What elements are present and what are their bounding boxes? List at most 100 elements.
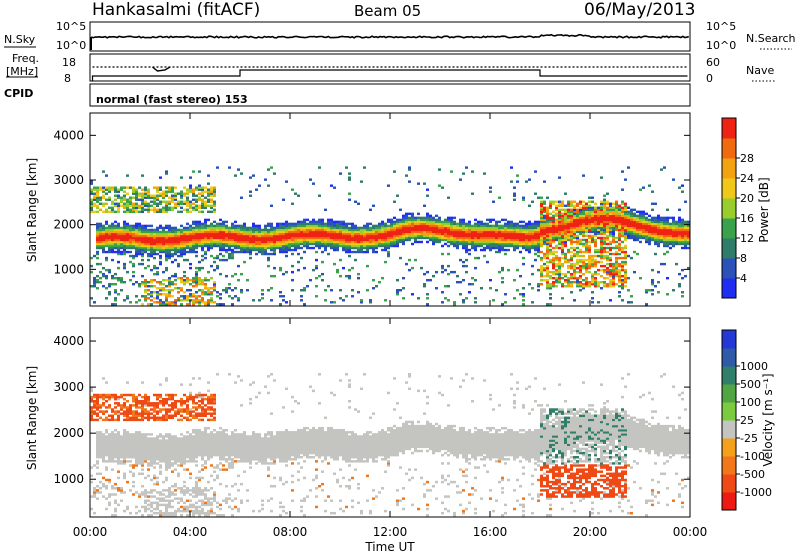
- power-cell: [123, 264, 126, 268]
- power-cell: [288, 226, 291, 230]
- power-cell: [594, 216, 597, 220]
- power-cell: [510, 222, 513, 226]
- velocity-cell: [123, 431, 126, 434]
- power-cell: [534, 238, 537, 242]
- power-cell: [618, 276, 621, 280]
- power-cell: [201, 224, 204, 228]
- velocity-cell: [111, 433, 114, 436]
- power-cell: [192, 192, 195, 195]
- power-cell: [189, 278, 192, 282]
- power-cell: [135, 252, 138, 256]
- power-cell: [411, 214, 414, 218]
- power-cell: [687, 224, 690, 228]
- power-cell: [222, 228, 225, 232]
- power-cell: [294, 242, 297, 246]
- power-cell: [492, 224, 495, 228]
- power-cell: [399, 230, 402, 234]
- power-cell: [474, 230, 477, 234]
- power-cell: [510, 226, 513, 230]
- power-cell: [651, 224, 654, 228]
- power-cell: [501, 230, 504, 234]
- power-cell: [99, 224, 102, 228]
- power-cell: [489, 238, 492, 242]
- power-cell: [330, 218, 333, 222]
- power-cell: [534, 222, 537, 226]
- beam-title: Beam 05: [354, 2, 422, 20]
- power-cell: [507, 230, 510, 234]
- power-cell: [297, 260, 300, 264]
- power-cell: [165, 210, 168, 214]
- power-cell: [183, 258, 186, 262]
- power-cell: [213, 242, 216, 246]
- power-cell: [438, 222, 441, 226]
- power-cell: [513, 242, 516, 246]
- power-cell: [639, 276, 642, 280]
- power-cell: [354, 250, 357, 254]
- power-cell: [144, 278, 147, 282]
- power-cell: [555, 206, 558, 210]
- power-cell: [660, 216, 663, 220]
- velocity-cell: [132, 404, 135, 407]
- power-cell: [162, 194, 165, 197]
- power-cell: [396, 236, 399, 240]
- power-cell: [102, 244, 105, 248]
- velocity-cell: [126, 408, 129, 411]
- power-cell: [195, 291, 198, 294]
- power-cell: [228, 238, 231, 242]
- power-cell: [618, 244, 621, 248]
- power-cell: [435, 214, 438, 218]
- velocity-cell: [132, 480, 135, 484]
- colorbar-segment: [722, 118, 736, 139]
- power-cell: [663, 242, 666, 246]
- power-cell: [591, 216, 594, 220]
- power-cell: [237, 224, 240, 228]
- power-cell: [588, 244, 591, 248]
- power-cell: [333, 240, 336, 244]
- power-cell: [606, 234, 609, 238]
- power-cell: [231, 297, 234, 300]
- velocity-cell: [102, 482, 105, 486]
- power-cell: [519, 226, 522, 230]
- velocity-cell: [114, 514, 117, 517]
- power-cell: [489, 244, 492, 248]
- power-cell: [228, 287, 231, 290]
- power-cell: [174, 206, 177, 210]
- power-cell: [609, 206, 612, 210]
- power-cell: [348, 244, 351, 248]
- power-cell: [201, 244, 204, 248]
- power-cell: [213, 236, 216, 240]
- power-cell: [261, 234, 264, 238]
- power-cell: [204, 287, 207, 290]
- power-cell: [519, 234, 522, 238]
- power-cell: [630, 222, 633, 226]
- power-cell: [669, 238, 672, 242]
- velocity-cell: [141, 443, 144, 446]
- power-cell: [183, 274, 186, 278]
- power-cell: [105, 250, 108, 254]
- velocity-cell: [129, 449, 132, 453]
- power-cell: [588, 220, 591, 224]
- velocity-cell: [108, 449, 111, 453]
- power-cell: [300, 226, 303, 230]
- power-cell: [558, 176, 561, 179]
- power-cell: [135, 208, 138, 212]
- power-cell: [411, 224, 414, 228]
- power-cell: [594, 206, 597, 210]
- power-cell: [204, 230, 207, 234]
- velocity-cell: [108, 495, 111, 498]
- power-cell: [567, 270, 570, 274]
- power-cell: [216, 228, 219, 232]
- velocity-cell: [102, 435, 105, 438]
- power-cell: [159, 176, 162, 179]
- power-cell: [609, 212, 612, 216]
- velocity-cell: [102, 433, 105, 436]
- power-cell: [228, 282, 231, 286]
- power-cell: [210, 297, 213, 300]
- power-cell: [558, 268, 561, 272]
- power-cell: [480, 240, 483, 244]
- power-cell: [273, 266, 276, 270]
- power-cell: [369, 242, 372, 246]
- power-cell: [546, 210, 549, 214]
- power-cell: [129, 301, 132, 304]
- power-cell: [267, 264, 270, 268]
